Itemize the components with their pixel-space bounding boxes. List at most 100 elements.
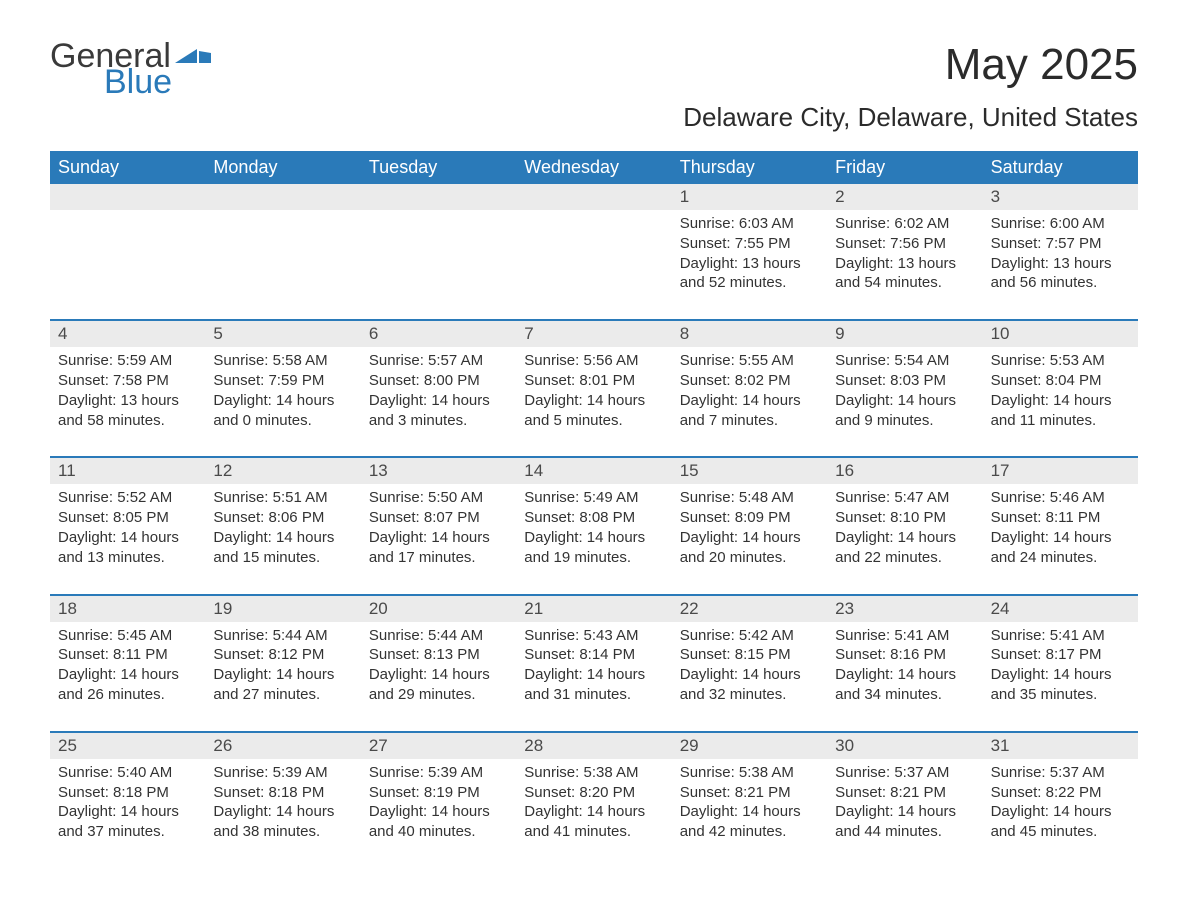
daybody-band: Sunrise: 5:45 AMSunset: 8:11 PMDaylight:… [50,622,1138,731]
calendar-week: 11121314151617Sunrise: 5:52 AMSunset: 8:… [50,456,1138,593]
sunset-text: Sunset: 7:57 PM [991,234,1130,254]
day-cell: Sunrise: 5:57 AMSunset: 8:00 PMDaylight:… [361,347,516,456]
daylight-text: Daylight: 14 hours and 29 minutes. [369,665,508,705]
daylight-text: Daylight: 14 hours and 7 minutes. [680,391,819,431]
calendar-week: 18192021222324Sunrise: 5:45 AMSunset: 8:… [50,594,1138,731]
sunrise-text: Sunrise: 5:52 AM [58,488,197,508]
sunrise-text: Sunrise: 5:37 AM [991,763,1130,783]
day-cell [50,210,205,319]
day-number: 12 [205,458,360,484]
header: General Blue May 2025 Delaware City, Del… [50,40,1138,133]
day-cell: Sunrise: 6:02 AMSunset: 7:56 PMDaylight:… [827,210,982,319]
day-number: 8 [672,321,827,347]
weekday-header: Saturday [983,151,1138,184]
day-number: 22 [672,596,827,622]
sunrise-text: Sunrise: 5:41 AM [991,626,1130,646]
daybody-band: Sunrise: 5:59 AMSunset: 7:58 PMDaylight:… [50,347,1138,456]
day-cell: Sunrise: 5:41 AMSunset: 8:17 PMDaylight:… [983,622,1138,731]
day-number: 31 [983,733,1138,759]
sunrise-text: Sunrise: 5:53 AM [991,351,1130,371]
daylight-text: Daylight: 14 hours and 9 minutes. [835,391,974,431]
sunset-text: Sunset: 8:21 PM [680,783,819,803]
sunrise-text: Sunrise: 5:48 AM [680,488,819,508]
weekday-header: Friday [827,151,982,184]
day-number: 7 [516,321,671,347]
sunrise-text: Sunrise: 5:39 AM [369,763,508,783]
daylight-text: Daylight: 14 hours and 0 minutes. [213,391,352,431]
day-number: 23 [827,596,982,622]
sunrise-text: Sunrise: 5:41 AM [835,626,974,646]
day-cell: Sunrise: 5:40 AMSunset: 8:18 PMDaylight:… [50,759,205,868]
day-cell: Sunrise: 5:37 AMSunset: 8:21 PMDaylight:… [827,759,982,868]
day-number: 15 [672,458,827,484]
daylight-text: Daylight: 14 hours and 24 minutes. [991,528,1130,568]
sunrise-text: Sunrise: 5:47 AM [835,488,974,508]
sunset-text: Sunset: 7:59 PM [213,371,352,391]
day-cell [516,210,671,319]
day-cell: Sunrise: 5:44 AMSunset: 8:13 PMDaylight:… [361,622,516,731]
daylight-text: Daylight: 14 hours and 44 minutes. [835,802,974,842]
day-number [205,184,360,210]
sunset-text: Sunset: 8:18 PM [213,783,352,803]
day-number: 27 [361,733,516,759]
sunrise-text: Sunrise: 5:58 AM [213,351,352,371]
sunrise-text: Sunrise: 5:44 AM [213,626,352,646]
sunrise-text: Sunrise: 5:55 AM [680,351,819,371]
day-number: 9 [827,321,982,347]
sunset-text: Sunset: 8:04 PM [991,371,1130,391]
day-number: 6 [361,321,516,347]
daylight-text: Daylight: 14 hours and 41 minutes. [524,802,663,842]
daylight-text: Daylight: 14 hours and 38 minutes. [213,802,352,842]
day-number [516,184,671,210]
sunrise-text: Sunrise: 5:45 AM [58,626,197,646]
day-cell: Sunrise: 5:48 AMSunset: 8:09 PMDaylight:… [672,484,827,593]
page-title: May 2025 [683,40,1138,90]
day-cell: Sunrise: 5:54 AMSunset: 8:03 PMDaylight:… [827,347,982,456]
sunrise-text: Sunrise: 5:54 AM [835,351,974,371]
sunset-text: Sunset: 7:55 PM [680,234,819,254]
sunrise-text: Sunrise: 5:37 AM [835,763,974,783]
sunrise-text: Sunrise: 5:46 AM [991,488,1130,508]
sunset-text: Sunset: 8:12 PM [213,645,352,665]
sunset-text: Sunset: 8:15 PM [680,645,819,665]
daylight-text: Daylight: 14 hours and 11 minutes. [991,391,1130,431]
day-cell: Sunrise: 5:56 AMSunset: 8:01 PMDaylight:… [516,347,671,456]
day-number: 20 [361,596,516,622]
location-subtitle: Delaware City, Delaware, United States [683,102,1138,133]
day-cell: Sunrise: 5:38 AMSunset: 8:21 PMDaylight:… [672,759,827,868]
daylight-text: Daylight: 14 hours and 15 minutes. [213,528,352,568]
day-number: 25 [50,733,205,759]
sunrise-text: Sunrise: 5:59 AM [58,351,197,371]
logo-text-blue: Blue [104,66,211,98]
sunrise-text: Sunrise: 5:38 AM [680,763,819,783]
daylight-text: Daylight: 14 hours and 42 minutes. [680,802,819,842]
sunset-text: Sunset: 8:09 PM [680,508,819,528]
day-number [361,184,516,210]
daybody-band: Sunrise: 5:52 AMSunset: 8:05 PMDaylight:… [50,484,1138,593]
day-cell: Sunrise: 5:39 AMSunset: 8:19 PMDaylight:… [361,759,516,868]
sunrise-text: Sunrise: 5:43 AM [524,626,663,646]
day-cell: Sunrise: 5:55 AMSunset: 8:02 PMDaylight:… [672,347,827,456]
sunrise-text: Sunrise: 6:02 AM [835,214,974,234]
sunset-text: Sunset: 8:17 PM [991,645,1130,665]
sunset-text: Sunset: 8:07 PM [369,508,508,528]
logo: General Blue [50,40,211,99]
weekday-header: Sunday [50,151,205,184]
day-cell [205,210,360,319]
sunset-text: Sunset: 8:06 PM [213,508,352,528]
day-cell: Sunrise: 5:42 AMSunset: 8:15 PMDaylight:… [672,622,827,731]
day-number: 29 [672,733,827,759]
sunset-text: Sunset: 8:21 PM [835,783,974,803]
daylight-text: Daylight: 14 hours and 45 minutes. [991,802,1130,842]
sunset-text: Sunset: 8:08 PM [524,508,663,528]
day-number: 10 [983,321,1138,347]
daylight-text: Daylight: 14 hours and 37 minutes. [58,802,197,842]
daylight-text: Daylight: 14 hours and 20 minutes. [680,528,819,568]
sunset-text: Sunset: 8:22 PM [991,783,1130,803]
day-number: 18 [50,596,205,622]
day-cell: Sunrise: 5:39 AMSunset: 8:18 PMDaylight:… [205,759,360,868]
day-cell: Sunrise: 5:59 AMSunset: 7:58 PMDaylight:… [50,347,205,456]
day-cell [361,210,516,319]
weekday-header: Thursday [672,151,827,184]
daylight-text: Daylight: 14 hours and 40 minutes. [369,802,508,842]
